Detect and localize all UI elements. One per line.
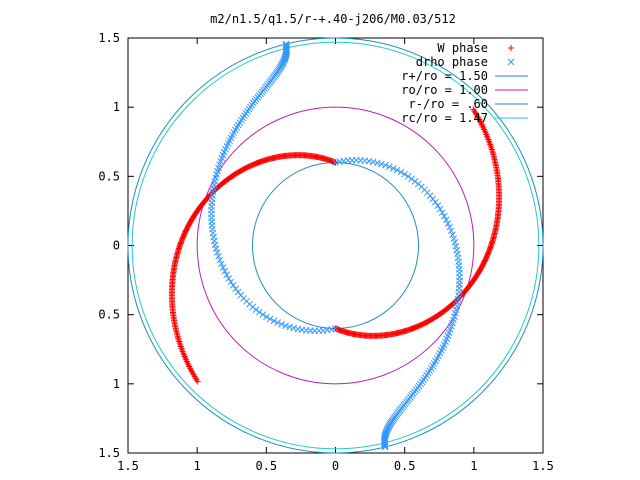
- data-series: [168, 40, 503, 451]
- y-tick-label: 0: [113, 239, 120, 253]
- reference-circles: [127, 37, 544, 454]
- drho-phase-point: [213, 249, 221, 256]
- drho-phase-point: [212, 245, 220, 252]
- drho-phase-point: [450, 235, 458, 242]
- drho-phase-point: [259, 311, 267, 318]
- drho-phase-point: [381, 442, 389, 450]
- drho-phase-point: [294, 325, 302, 333]
- legend-label: r-/ro = .60: [409, 97, 488, 111]
- x-tick-label: 1: [470, 459, 477, 473]
- drho-phase-point: [432, 198, 439, 206]
- drho-phase-point: [446, 223, 453, 231]
- drho-phase-point: [216, 256, 224, 264]
- drho-phase-point: [393, 166, 401, 174]
- drho-phase-point: [221, 267, 229, 275]
- drho-phase-point: [332, 325, 339, 332]
- drho-phase-point: [429, 195, 437, 203]
- drho-phase-point: [266, 315, 274, 323]
- legend-label: W phase: [437, 41, 488, 55]
- x-tick-label: 0.5: [394, 459, 416, 473]
- chart-title: m2/n1.5/q1.5/r-+.40-j206/M0.03/512: [210, 12, 456, 26]
- drho-phase-point: [447, 227, 455, 235]
- drho-phase-point: [227, 278, 235, 286]
- drho-phase-point: [219, 264, 227, 271]
- drho-phase-point: [234, 288, 242, 296]
- drho-phase-point: [434, 202, 442, 209]
- legend-label: ro/ro = 1.00: [401, 83, 488, 97]
- drho-phase-point: [404, 173, 412, 180]
- drho-phase-point: [282, 41, 290, 49]
- drho-phase-point: [282, 42, 290, 50]
- drho-phase-point: [382, 161, 389, 169]
- reference-circle: [252, 162, 419, 329]
- legend-label: drho phase: [416, 55, 488, 69]
- drho-phase-point: [452, 242, 460, 250]
- w-phase-point: [194, 378, 201, 385]
- reference-circle: [196, 106, 475, 385]
- drho-phase-point: [369, 158, 377, 166]
- drho-phase-point: [438, 209, 446, 216]
- axis-ticks: 1.5 1 0.5 0 0.5 1 1.51.510.500.511.5: [98, 31, 554, 473]
- legend-marker: [507, 58, 515, 66]
- drho-phase-point: [389, 164, 397, 172]
- drho-phase-point: [256, 308, 263, 316]
- drho-phase-point: [378, 160, 385, 168]
- x-tick-label: 0: [332, 459, 339, 473]
- drho-phase-point: [408, 175, 415, 183]
- reference-circle: [127, 37, 544, 454]
- drho-phase-point: [373, 159, 381, 167]
- drho-phase-point: [211, 241, 219, 249]
- drho-phase-point: [401, 170, 408, 178]
- y-tick-label: 1: [113, 377, 120, 391]
- drho-phase-point: [332, 159, 339, 166]
- x-tick-label: 1.5: [117, 459, 139, 473]
- drho-phase-point: [381, 441, 389, 449]
- legend-label: rc/ro = 1.47: [401, 111, 488, 125]
- reference-circle: [131, 41, 540, 450]
- x-tick-label: 1: [194, 459, 201, 473]
- drho-phase-point: [442, 216, 450, 224]
- y-tick-label: 0.5: [98, 169, 120, 183]
- drho-phase-point: [440, 212, 448, 220]
- drho-phase-point: [229, 282, 237, 289]
- w-phase-point: [470, 106, 477, 113]
- drho-phase-point: [270, 317, 278, 325]
- drho-phase-point: [286, 323, 293, 331]
- drho-phase-point: [381, 443, 389, 451]
- y-tick-label: 1.5: [98, 31, 120, 45]
- drho-phase-point: [223, 271, 231, 279]
- drho-phase-point: [386, 163, 393, 171]
- drho-phase-point: [278, 320, 285, 328]
- drho-phase-point: [232, 285, 239, 293]
- drho-phase-point: [397, 168, 405, 176]
- x-tick-label: 0.5: [255, 459, 277, 473]
- drho-phase-point: [436, 205, 444, 213]
- drho-phase-point: [290, 324, 298, 332]
- drho-phase-point: [451, 239, 459, 246]
- y-tick-label: 1: [113, 100, 120, 114]
- legend-label: r+/ro = 1.50: [401, 69, 488, 83]
- y-tick-label: 1.5: [98, 446, 120, 460]
- drho-phase-point: [225, 275, 233, 282]
- drho-phase-point: [218, 260, 225, 268]
- drho-phase-point: [263, 313, 270, 321]
- drho-phase-point: [282, 322, 289, 330]
- drho-phase-point: [282, 40, 290, 48]
- drho-phase-point: [444, 220, 452, 227]
- y-tick-label: 0.5: [98, 308, 120, 322]
- drho-phase-point: [274, 319, 282, 327]
- drho-phase-point: [215, 252, 222, 260]
- drho-phase-point: [449, 231, 456, 239]
- legend-marker: [508, 45, 514, 51]
- x-tick-label: 1.5: [532, 459, 554, 473]
